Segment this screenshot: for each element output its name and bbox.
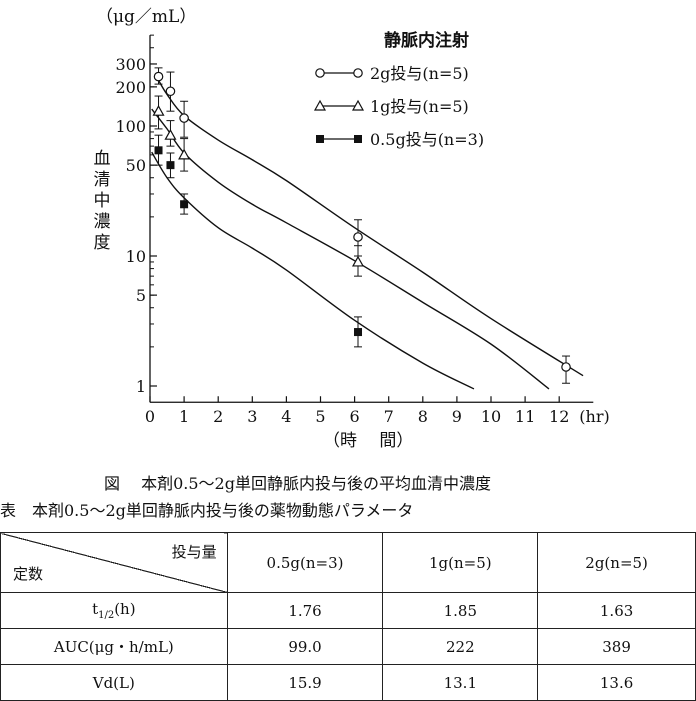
column-header: 0.5g(n=3) xyxy=(226,532,384,593)
table-cell: 99.0 xyxy=(226,628,384,665)
x-tick-label: 1 xyxy=(179,407,189,426)
x-tick-label: 5 xyxy=(315,407,325,426)
table-header-row: 投与量 定数 0.5g(n=3) 1g(n=5) 2g(n=5) xyxy=(0,532,696,593)
x-tick-label: 9 xyxy=(452,407,462,426)
column-header: 1g(n=5) xyxy=(382,532,539,593)
table-cell: 13.6 xyxy=(537,664,696,701)
x-tick-label: 4 xyxy=(281,407,291,426)
legend-marker xyxy=(351,99,365,111)
y-tick-label: 5 xyxy=(136,286,146,305)
data-point xyxy=(354,328,363,337)
table-row: AUC(μg・h/mL) 99.0 222 389 xyxy=(0,628,696,665)
figure-caption: 図 本剤0.5～2g単回静脈内投与後の平均血清中濃度 xyxy=(104,474,491,493)
row-label-auc: AUC(μg・h/mL) xyxy=(0,628,228,665)
y-tick-label: 1 xyxy=(136,377,146,396)
corner-label-constant: 定数 xyxy=(13,565,44,583)
x-tick-label: 12 xyxy=(549,407,569,426)
pk-parameter-table: 投与量 定数 0.5g(n=3) 1g(n=5) 2g(n=5) t1/2(h)… xyxy=(0,532,696,701)
legend-title: 静脈内注射 xyxy=(384,30,469,51)
legend-label: 0.5g投与(n=3) xyxy=(370,130,484,149)
x-tick-label: 8 xyxy=(418,407,428,426)
legend-marker xyxy=(353,68,363,78)
legend-marker xyxy=(315,68,325,78)
table-cell: 1.76 xyxy=(226,592,384,629)
y-tick-label: 300 xyxy=(115,55,146,74)
x-tick-label: 10 xyxy=(481,407,501,426)
table-cell: 1.85 xyxy=(382,592,539,629)
x-tick-label: 7 xyxy=(384,407,394,426)
table-row: t1/2(h) 1.76 1.85 1.63 xyxy=(0,592,696,629)
x-axis-label: （時 間） xyxy=(323,431,413,451)
data-point xyxy=(180,200,189,209)
data-point xyxy=(561,362,571,372)
data-point xyxy=(351,255,365,267)
table-cell: 222 xyxy=(382,628,539,665)
table-cell: 13.1 xyxy=(382,664,539,701)
row-label-half-life: t1/2(h) xyxy=(0,592,228,629)
series-curve xyxy=(151,151,475,390)
data-point xyxy=(178,148,191,160)
series-curve xyxy=(157,79,584,377)
table-cell: 1.63 xyxy=(537,592,696,629)
legend-label: 1g投与(n=5) xyxy=(370,97,469,116)
data-point xyxy=(165,86,176,97)
data-point xyxy=(179,113,189,123)
data-point xyxy=(164,128,177,140)
column-header: 2g(n=5) xyxy=(537,532,696,593)
x-tick-label: 3 xyxy=(247,407,257,426)
data-point xyxy=(153,71,164,82)
series-curve xyxy=(151,108,550,390)
y-tick-label: 100 xyxy=(115,117,146,136)
table-cell: 389 xyxy=(537,628,696,665)
table-corner-cell: 投与量 定数 xyxy=(0,532,228,593)
data-point xyxy=(152,104,165,116)
y-tick-label: 200 xyxy=(115,78,146,97)
row-label-vd: Vd(L) xyxy=(0,664,228,701)
legend-marker xyxy=(354,135,362,143)
legend-label: 2g投与(n=5) xyxy=(370,64,469,83)
x-tick-label: 11 xyxy=(515,407,535,426)
data-point xyxy=(154,146,163,155)
y-tick-label: 10 xyxy=(126,247,146,266)
y-axis-label: 血清中濃度 xyxy=(94,149,111,253)
table-caption: 表 本剤0.5～2g単回静脈内投与後の薬物動態パラメータ xyxy=(0,501,414,520)
data-point xyxy=(166,161,175,170)
data-point xyxy=(353,232,363,242)
table-row: Vd(L) 15.9 13.1 13.6 xyxy=(0,664,696,701)
y-tick-label: 50 xyxy=(126,156,146,175)
x-axis-unit: (hr) xyxy=(579,407,609,426)
legend-marker xyxy=(313,99,327,111)
table-cell: 15.9 xyxy=(226,664,384,701)
x-tick-label: 6 xyxy=(350,407,360,426)
corner-label-dose: 投与量 xyxy=(171,543,217,561)
legend-marker xyxy=(316,135,324,143)
x-tick-label: 2 xyxy=(213,407,223,426)
x-tick-label: 0 xyxy=(145,407,155,426)
y-axis-unit: （μg／mL） xyxy=(96,7,196,27)
